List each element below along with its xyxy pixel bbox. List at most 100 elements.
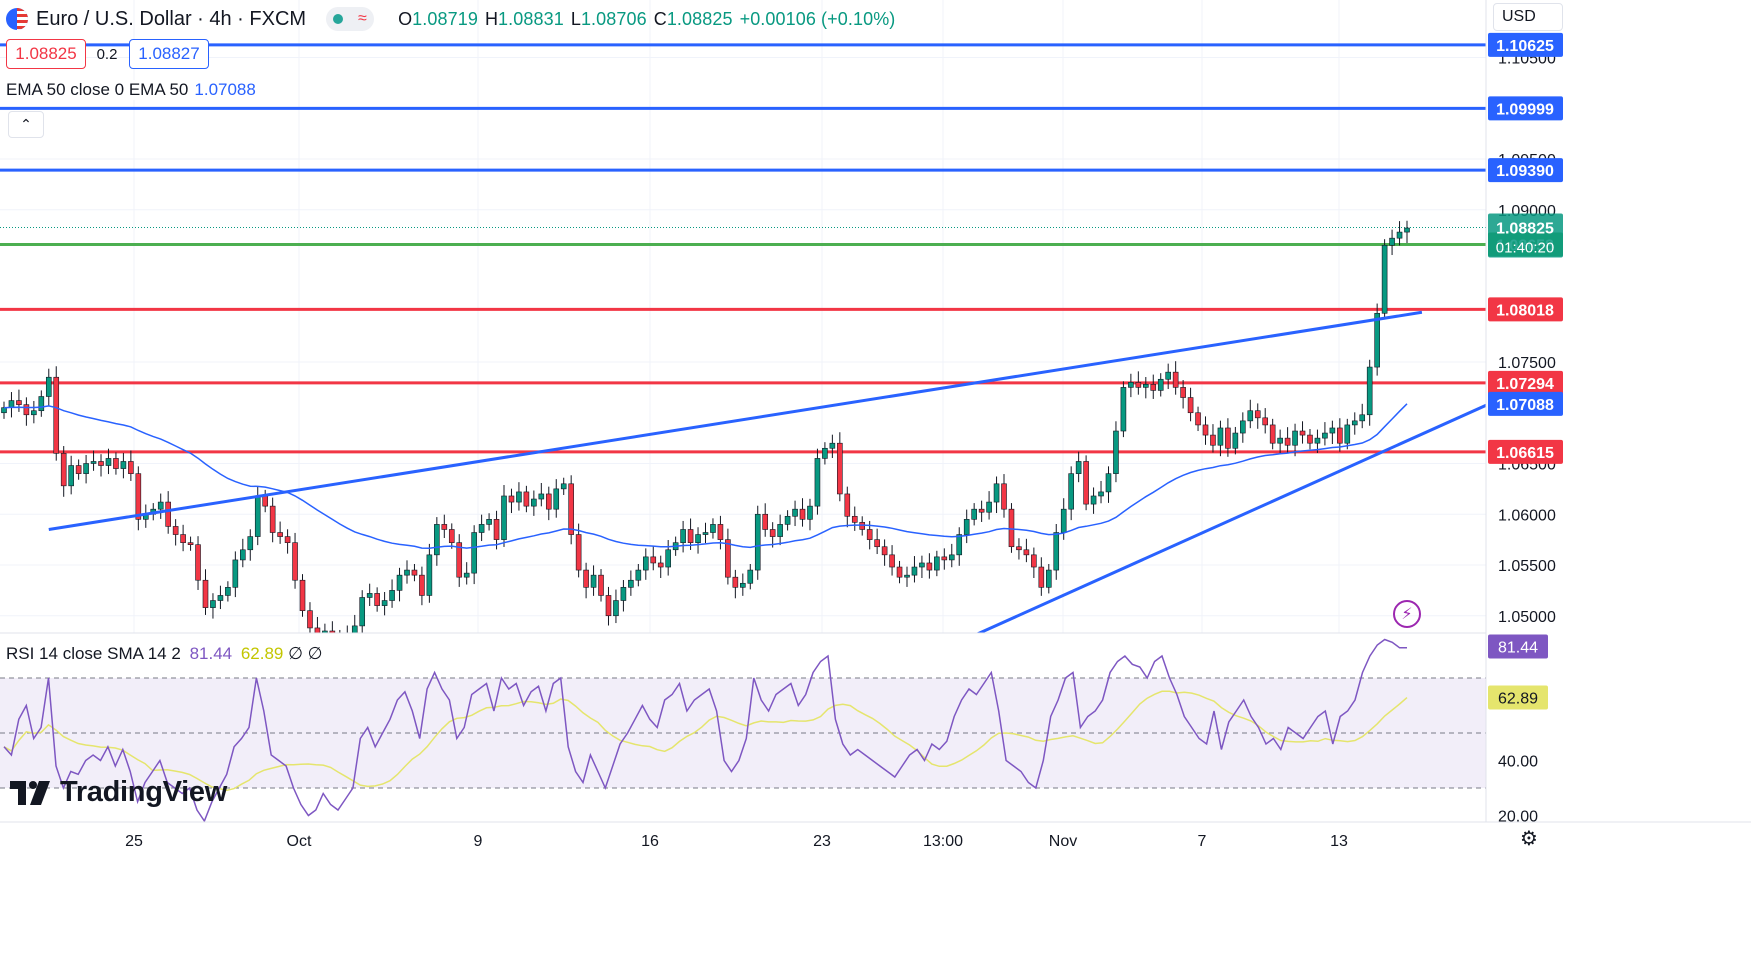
candle-body[interactable] [993, 483, 1000, 503]
candle-body[interactable] [1374, 312, 1380, 368]
candle-body[interactable] [262, 495, 268, 507]
candle-body[interactable] [389, 590, 395, 601]
candle-body[interactable] [1016, 546, 1022, 551]
candle-body[interactable] [844, 493, 851, 517]
candle-body[interactable] [956, 534, 963, 556]
candle-body[interactable] [941, 556, 948, 561]
candle-body[interactable] [1337, 427, 1343, 444]
candle-body[interactable] [53, 376, 60, 454]
level-price-tag[interactable] [1488, 297, 1563, 322]
buy-price-button[interactable]: 1.08827 [129, 39, 209, 69]
candle-body[interactable] [1210, 434, 1216, 446]
ema50-line[interactable] [3, 403, 1408, 549]
level-price-tag[interactable] [1488, 370, 1563, 395]
candle-body[interactable] [1083, 461, 1089, 505]
candle-body[interactable] [1060, 508, 1067, 533]
candle-body[interactable] [1292, 430, 1298, 446]
candle-body[interactable] [1314, 437, 1321, 444]
candle-body[interactable] [1135, 381, 1142, 388]
candle-body[interactable] [1187, 397, 1194, 414]
rsi-line[interactable] [3, 638, 1407, 823]
candle-body[interactable] [1351, 420, 1358, 426]
candle-body[interactable] [284, 536, 291, 543]
candle-body[interactable] [978, 508, 985, 513]
candle-body[interactable] [404, 569, 410, 576]
candle-body[interactable] [971, 508, 977, 520]
candle-body[interactable] [247, 536, 254, 551]
candle-body[interactable] [23, 404, 30, 416]
candle-body[interactable] [1247, 410, 1254, 422]
candle-body[interactable] [1075, 461, 1082, 474]
candle-body[interactable] [717, 524, 724, 540]
candle-body[interactable] [195, 544, 201, 581]
candle-body[interactable] [157, 501, 164, 510]
candle-body[interactable] [590, 574, 597, 588]
candle-body[interactable] [83, 463, 89, 474]
candle-body[interactable] [329, 630, 336, 636]
tradingview-logo[interactable]: TradingView [10, 776, 227, 809]
candle-body[interactable] [1143, 384, 1149, 388]
candle-body[interactable] [113, 458, 119, 469]
candle-body[interactable] [381, 600, 388, 606]
collapse-legend-button[interactable]: ⌃ [8, 111, 44, 138]
candle-body[interactable] [889, 554, 895, 568]
candle-body[interactable] [396, 574, 403, 591]
candle-body[interactable] [441, 524, 448, 530]
candle-body[interactable] [725, 539, 731, 578]
candle-body[interactable] [225, 587, 231, 596]
candle-body[interactable] [210, 600, 216, 608]
candle-body[interactable] [829, 442, 836, 449]
candle-body[interactable] [650, 556, 657, 564]
trendline[interactable] [48, 310, 1423, 531]
candle-body[interactable] [740, 582, 746, 588]
candle-body[interactable] [1329, 427, 1336, 434]
ema-price-tag[interactable] [1488, 391, 1563, 416]
candle-body[interactable] [1299, 430, 1306, 436]
candle-body[interactable] [68, 465, 74, 487]
candle-body[interactable] [217, 595, 224, 601]
candle-body[interactable] [508, 495, 515, 503]
candle-body[interactable] [687, 529, 694, 543]
candle-body[interactable] [1031, 554, 1037, 568]
rsi-legend[interactable]: RSI 14 close SMA 14 2 81.44 62.89 ∅ ∅ [6, 644, 322, 664]
candle-body[interactable] [777, 524, 783, 537]
rsi-sma-line[interactable] [3, 690, 1408, 792]
level-price-tag[interactable] [1488, 96, 1563, 121]
candle-body[interactable] [374, 593, 380, 606]
candle-body[interactable] [665, 549, 671, 568]
candle-body[interactable] [1232, 432, 1239, 449]
rsi-value-tag[interactable] [1488, 634, 1548, 659]
candle-body[interactable] [792, 508, 798, 517]
candle-body[interactable] [337, 636, 342, 638]
candle-body[interactable] [1068, 473, 1074, 510]
candle-body[interactable] [628, 579, 634, 588]
candle-body[interactable] [822, 447, 828, 459]
candle-body[interactable] [486, 519, 492, 525]
candle-body[interactable] [1120, 387, 1127, 432]
candle-body[interactable] [1180, 387, 1186, 398]
candle-body[interactable] [1172, 371, 1179, 388]
symbol-title[interactable]: Euro / U.S. Dollar · 4h · FXCM [36, 7, 307, 30]
candle-body[interactable] [1262, 417, 1269, 426]
candle-body[interactable] [583, 569, 589, 588]
candle-body[interactable] [463, 572, 470, 578]
candle-body[interactable] [1269, 424, 1276, 444]
candle-body[interactable] [471, 532, 477, 574]
candle-body[interactable] [1381, 244, 1388, 314]
candle-body[interactable] [105, 458, 112, 466]
candle-body[interactable] [1023, 549, 1030, 556]
candle-body[interactable] [986, 501, 992, 513]
candle-body[interactable] [948, 554, 955, 561]
candle-body[interactable] [1359, 414, 1366, 422]
candle-body[interactable] [1284, 437, 1291, 446]
candle-body[interactable] [1404, 227, 1410, 233]
candle-body[interactable] [165, 501, 171, 527]
currency-selector[interactable]: USD [1493, 3, 1563, 31]
candle-body[interactable] [642, 556, 649, 571]
candle-body[interactable] [568, 483, 574, 535]
trendline[interactable] [959, 401, 1496, 643]
candle-body[interactable] [448, 529, 455, 543]
candle-body[interactable] [426, 554, 433, 596]
candle-body[interactable] [1307, 434, 1313, 444]
